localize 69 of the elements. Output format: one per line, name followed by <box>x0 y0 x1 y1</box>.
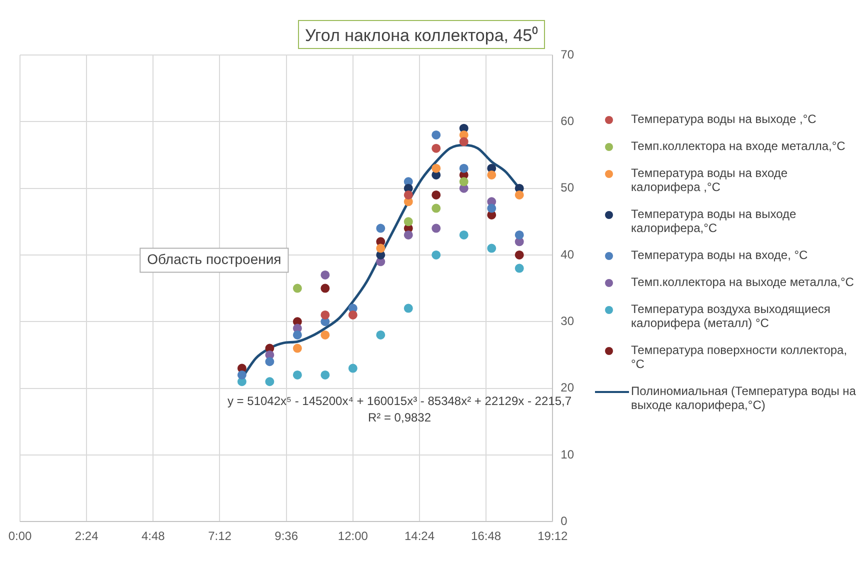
point <box>432 204 441 213</box>
point <box>487 204 496 213</box>
point <box>292 330 302 340</box>
point <box>320 310 330 320</box>
point <box>514 190 524 200</box>
point <box>432 164 441 173</box>
x-tick-label: 14:24 <box>404 529 435 544</box>
point <box>487 170 496 180</box>
point <box>459 177 468 186</box>
chart-title: Угол наклона коллектора, 45⁰ <box>298 20 546 49</box>
legend-label: Температура воздуха выходящиеся калорифера (металл) °C <box>631 302 832 330</box>
point <box>320 270 330 280</box>
legend-label: Температура воды на входе калорифера ,°C <box>631 166 789 194</box>
point <box>487 244 496 253</box>
x-tick-label: 2:24 <box>74 529 99 544</box>
point <box>320 330 330 340</box>
y-tick-label: 40 <box>560 247 574 262</box>
point <box>292 284 302 293</box>
y-tick-label: 50 <box>560 180 574 195</box>
point <box>404 304 413 313</box>
point <box>292 370 302 380</box>
x-tick-label: 7:12 <box>208 529 232 544</box>
legend-label: Температура воды на входе, °C <box>631 248 808 262</box>
point <box>459 230 468 240</box>
x-tick-label: 9:36 <box>274 529 298 544</box>
annotation: y = 51042x⁵ - 145200x⁴ + 160015x³ - 85348x² + 22129x - 2215,7 <box>227 394 572 408</box>
point <box>376 224 386 233</box>
point <box>432 224 441 233</box>
point <box>514 264 524 273</box>
point <box>404 190 413 200</box>
point <box>404 230 413 240</box>
x-tick-label: 4:48 <box>141 529 166 544</box>
point <box>376 244 386 253</box>
x-tick-label: 12:00 <box>338 529 368 544</box>
annotation: R² = 0,9832 <box>368 410 432 425</box>
x-tick-label: 0:00 <box>8 529 32 544</box>
point <box>432 250 441 260</box>
legend-label: Темп.коллектора на выходе металла,°C <box>631 275 854 289</box>
point <box>404 217 413 226</box>
y-tick-label: 30 <box>560 314 574 328</box>
x-tick-label: 16:48 <box>471 529 502 544</box>
point <box>459 164 468 173</box>
point <box>432 130 441 140</box>
point <box>348 310 358 320</box>
y-tick-label: 10 <box>560 447 574 462</box>
legend-label: Температура поверхности коллектора,°C <box>631 343 848 371</box>
point <box>237 370 246 380</box>
legend-label: Температура воды на выходе ,°C <box>631 112 816 126</box>
legend-label: Темп.коллектора на входе металла,°C <box>631 139 846 153</box>
x-tick-label: 19:12 <box>538 529 568 544</box>
point <box>320 370 330 380</box>
legend-label: Полиномиальная (Температура воды на выходе калорифера,°C) <box>631 384 857 412</box>
point <box>320 284 330 293</box>
point <box>292 344 302 353</box>
legend-label: Температура воды на выходе калорифера,°C <box>631 207 798 235</box>
y-tick-label: 70 <box>560 47 574 62</box>
y-tick-label: 20 <box>560 380 574 395</box>
y-tick-label: 60 <box>560 114 574 128</box>
point <box>348 364 358 373</box>
point <box>432 144 441 153</box>
point <box>265 377 274 386</box>
point <box>432 190 441 200</box>
y-tick-label: 0 <box>560 514 568 528</box>
point <box>514 250 524 260</box>
point <box>459 137 468 146</box>
annotation: Область построения <box>147 251 282 268</box>
point <box>376 330 386 340</box>
point <box>514 230 524 240</box>
point <box>265 357 274 366</box>
